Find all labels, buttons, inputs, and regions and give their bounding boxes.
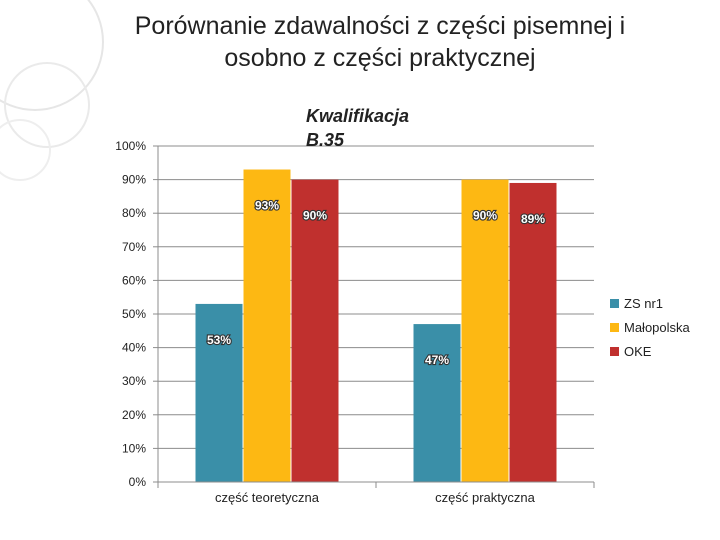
legend-swatch: [610, 322, 619, 332]
y-tick-label: 100%: [115, 139, 146, 153]
legend-item: ZS nr1: [610, 291, 690, 315]
legend-swatch: [610, 346, 619, 356]
y-tick-label: 70%: [122, 240, 146, 254]
data-labels: 53% 93% 90% 47% 90% 89%: [206, 197, 547, 368]
legend-label: ZS nr1: [624, 295, 664, 311]
data-label: 89%: [521, 212, 545, 226]
data-label: 90%: [473, 209, 497, 223]
x-category-label: część teoretyczna: [215, 490, 320, 505]
x-axis: część teoretyczna część praktyczna: [157, 481, 595, 505]
x-category-label: część praktyczna: [435, 490, 535, 505]
bar-małopolska: [461, 179, 509, 482]
bar-oke: [509, 182, 557, 482]
chart-legend: ZS nr1 Małopolska OKE: [610, 291, 690, 363]
data-label: 90%: [303, 209, 327, 223]
decorative-ring: [0, 119, 51, 181]
data-label: 93%: [255, 199, 279, 213]
legend-swatch: [610, 298, 619, 308]
legend-label: OKE: [624, 343, 652, 359]
bar-zs-nr1: [195, 303, 243, 482]
y-tick-label: 90%: [122, 173, 146, 187]
y-tick-label: 20%: [122, 408, 146, 422]
chart-bars: [195, 169, 557, 482]
data-label: 47%: [425, 353, 449, 367]
data-label: 53%: [207, 333, 231, 347]
legend-item: Małopolska: [610, 315, 690, 339]
y-axis: 0% 10% 20% 30% 40% 50% 60% 70% 80% 90% 100%: [115, 139, 159, 489]
legend-label: Małopolska: [624, 319, 690, 335]
y-tick-label: 10%: [122, 441, 146, 455]
decorative-ring: [0, 0, 104, 111]
y-tick-label: 50%: [122, 307, 146, 321]
slide-title: Porównanie zdawalności z części pisemnej…: [90, 10, 670, 74]
slide-title-line-2: osobno z części praktycznej: [224, 44, 536, 72]
bar-małopolska: [243, 169, 291, 482]
chart-title-line-2: B.35: [306, 130, 345, 150]
y-tick-label: 60%: [122, 273, 146, 287]
y-tick-label: 80%: [122, 206, 146, 220]
y-tick-label: 30%: [122, 374, 146, 388]
y-tick-label: 0%: [129, 475, 147, 489]
bar-oke: [291, 179, 339, 482]
chart-title-line-1: Kwalifikacja: [306, 106, 409, 126]
bar-zs-nr1: [413, 324, 461, 482]
decorative-ring: [4, 62, 90, 148]
slide-title-line-1: Porównanie zdawalności z części pisemnej…: [134, 12, 626, 40]
y-tick-label: 40%: [122, 341, 146, 355]
legend-item: OKE: [610, 339, 690, 363]
